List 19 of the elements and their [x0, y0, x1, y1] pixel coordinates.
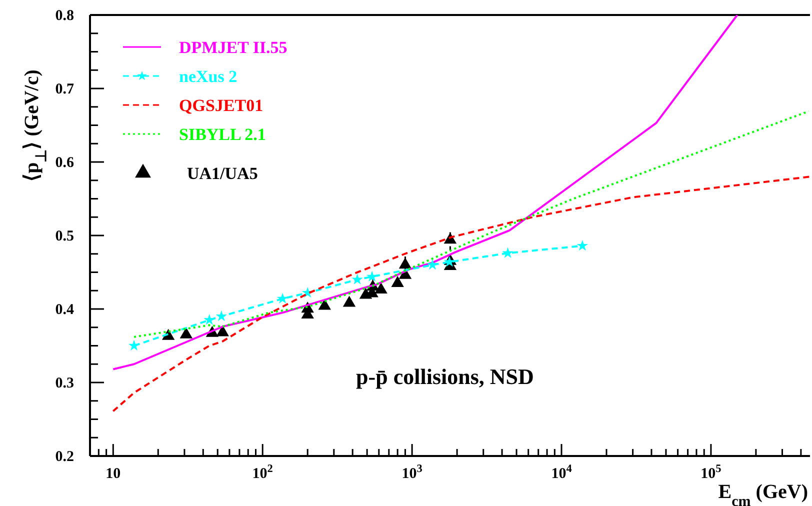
x-axis-title: E$_{cm}$ (GeV) [718, 481, 808, 506]
y-tick-label: 0.7 [55, 82, 74, 98]
legend-label: DPMJET II.55 [179, 38, 288, 57]
x-tick-label: 10 [106, 466, 121, 482]
annotation: p-p̄ collisions, NSD [356, 364, 534, 389]
x-tick-label: 10$^{5}$ [700, 463, 722, 482]
legend-label: QGSJET01 [179, 96, 264, 115]
x-tick-label: 10$^{3}$ [402, 463, 423, 482]
legend-label: SIBYLL 2.1 [179, 125, 266, 144]
y-tick-label: 0.2 [55, 449, 74, 465]
x-tick-label: 10$^{2}$ [252, 463, 274, 482]
y-tick-label: 0.6 [55, 155, 74, 171]
legend-label: neXus 2 [179, 67, 238, 86]
y-tick-label: 0.3 [55, 376, 74, 392]
legend-label: UA1/UA5 [187, 164, 258, 183]
x-tick-label: 10$^{4}$ [551, 463, 572, 482]
y-tick-label: 0.5 [55, 228, 74, 244]
y-tick-label: 0.4 [55, 302, 74, 318]
y-tick-label: 0.8 [55, 8, 74, 24]
